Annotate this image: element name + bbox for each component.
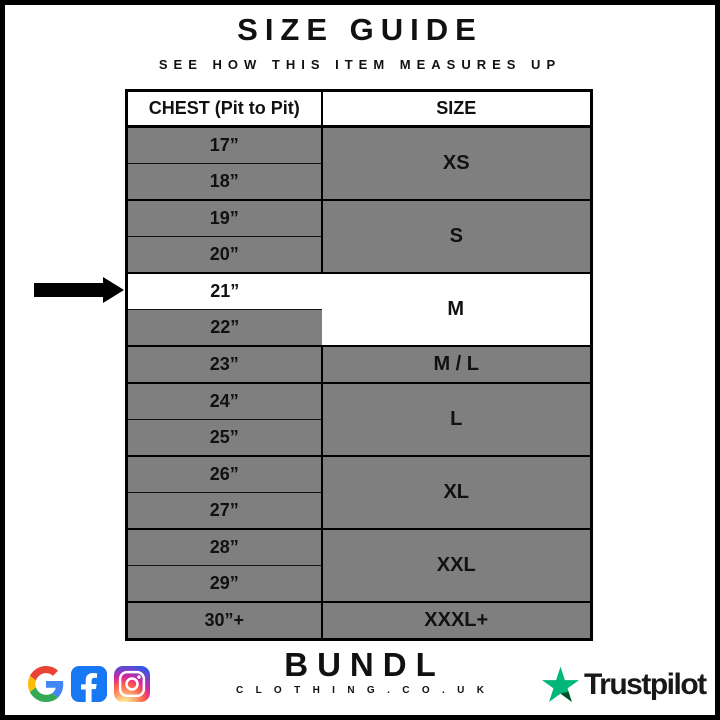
- chest-measurement-cell: 23”: [126, 345, 323, 383]
- highlight-arrow-icon: [34, 277, 124, 303]
- size-cell: S: [321, 199, 592, 273]
- table-row: 18”: [126, 163, 592, 200]
- chest-column-header: CHEST (Pit to Pit): [126, 90, 323, 128]
- table-row: 28” XXL: [126, 528, 592, 602]
- page-subtitle: SEE HOW THIS ITEM MEASURES UP: [158, 57, 562, 72]
- brand-name: BUNDL: [284, 646, 445, 683]
- chest-measurement-cell: 26”: [126, 455, 323, 493]
- size-cell: M: [321, 272, 592, 346]
- table-row: 30”+ XXXL+: [126, 601, 592, 640]
- table-row: 29”: [126, 565, 592, 602]
- size-cell: XXXL+: [321, 601, 592, 640]
- trustpilot-logo: Trustpilot: [542, 666, 707, 703]
- chest-measurement-cell: 29”: [126, 565, 323, 602]
- size-cell: XL: [321, 455, 592, 529]
- chest-measurement-cell: 30”+: [126, 601, 323, 640]
- chest-measurement-cell: 28”: [126, 528, 323, 566]
- size-column-header: SIZE: [321, 90, 592, 128]
- table-row: 26” XL: [126, 455, 592, 529]
- table-header-row: CHEST (Pit to Pit) SIZE: [126, 90, 592, 128]
- google-icon: [28, 666, 64, 702]
- size-cell: M / L: [321, 345, 592, 383]
- chest-measurement-cell: 22”: [126, 309, 322, 346]
- instagram-icon: [114, 666, 150, 702]
- size-cell: XS: [321, 125, 592, 200]
- table-row: 25”: [126, 419, 592, 456]
- brand-domain: C L O T H I N G . C O . U K: [236, 685, 489, 696]
- size-guide-table: CHEST (Pit to Pit) SIZE 17” XS 18” 19” S 20” 2…: [125, 89, 593, 641]
- table-row: 22”: [126, 309, 592, 346]
- chest-measurement-cell: 18”: [126, 163, 323, 200]
- table-row: 20”: [126, 236, 592, 273]
- chest-measurement-cell: 27”: [126, 492, 323, 529]
- table-row: 17” XS: [126, 125, 592, 200]
- size-cell: XXL: [321, 528, 592, 602]
- chest-measurement-cell: 17”: [126, 125, 323, 164]
- table-row: 27”: [126, 492, 592, 529]
- page-title: SIZE GUIDE: [237, 12, 483, 47]
- chest-measurement-cell: 20”: [126, 236, 323, 273]
- trustpilot-label: Trustpilot: [584, 667, 707, 701]
- table-row: 24” L: [126, 382, 592, 456]
- chest-measurement-cell: 25”: [126, 419, 323, 456]
- facebook-icon: [71, 666, 107, 702]
- social-icons: [28, 666, 150, 702]
- brand-logo: BUNDL C L O T H I N G . C O . U K: [5, 648, 715, 696]
- chest-measurement-cell: 21”: [126, 272, 322, 310]
- chest-measurement-cell: 24”: [126, 382, 323, 420]
- table-row: 23” M / L: [126, 345, 592, 383]
- table-row: 21” M: [126, 272, 592, 346]
- size-cell: L: [321, 382, 592, 456]
- table-row: 19” S: [126, 199, 592, 273]
- chest-measurement-cell: 19”: [126, 199, 323, 237]
- trustpilot-star-icon: [542, 666, 579, 702]
